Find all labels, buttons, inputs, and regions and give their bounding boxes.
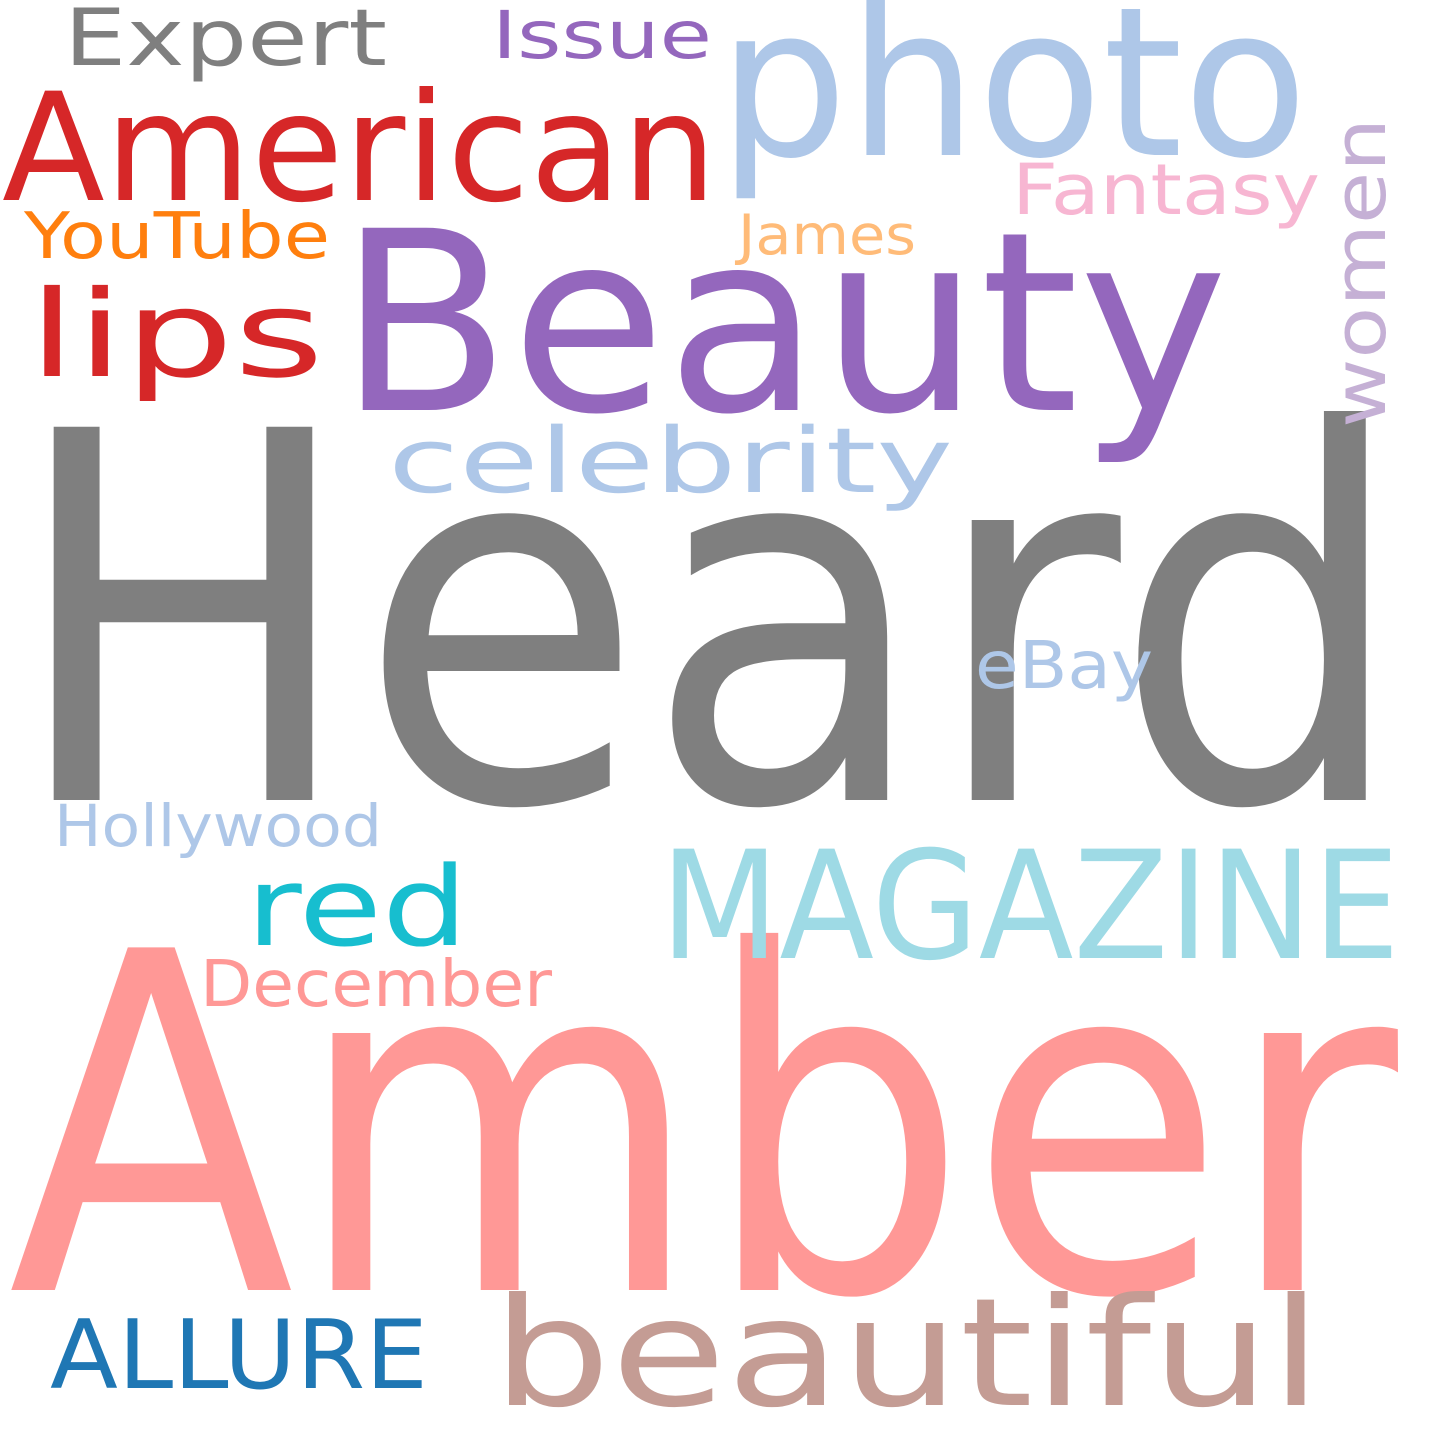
word-allure: ALLURE bbox=[50, 1301, 428, 1411]
word-ebay: eBay bbox=[975, 627, 1153, 704]
word-fantasy: Fantasy bbox=[1012, 149, 1320, 231]
word-photo: photo bbox=[718, 0, 1308, 205]
word-hollywood: Hollywood bbox=[54, 792, 382, 860]
word-beauty: Beauty bbox=[338, 178, 1228, 469]
word-beautiful: beautiful bbox=[492, 1267, 1322, 1440]
word-lips: lips bbox=[28, 266, 324, 405]
word-amber: Amber bbox=[8, 854, 1402, 1401]
word-issue: Issue bbox=[492, 0, 712, 74]
word-james: James bbox=[735, 203, 916, 267]
word-american: American bbox=[2, 62, 717, 236]
word-magazine: MAGAZINE bbox=[660, 820, 1400, 994]
word-red: red bbox=[246, 843, 468, 971]
word-women: women bbox=[1318, 118, 1402, 428]
word-celebrity: celebrity bbox=[388, 409, 953, 514]
word-heard: Heard bbox=[8, 325, 1408, 921]
word-december: December bbox=[200, 948, 553, 1022]
word-expert: Expert bbox=[64, 0, 387, 84]
word-youtube: YouTube bbox=[23, 200, 330, 274]
